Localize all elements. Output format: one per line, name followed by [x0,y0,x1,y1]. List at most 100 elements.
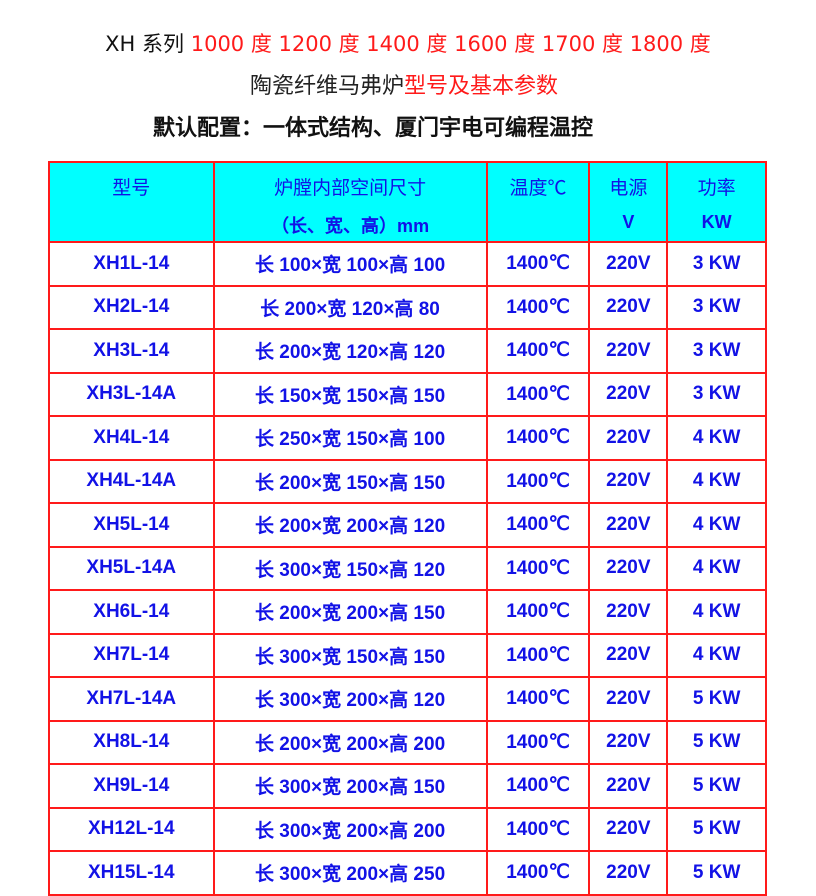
cell-chamber-size: 长 150×宽 150×高 150 [212,371,488,417]
cell-temperature: 1400℃ [485,371,591,417]
series-title: XH 系列 1000 度 1200 度 1400 度 1600 度 1700 度… [0,28,816,58]
cell-power: 3 KW [666,371,767,417]
table-row: XH7L-14A 长 300×宽 200×高 120 1400℃ 220V 5 KW [48,676,767,722]
cell-temperature: 1400℃ [485,589,591,635]
table-row: XH12L-14 长 300×宽 200×高 200 1400℃ 220V 5 KW [48,806,767,852]
table-row: XH9L-14 长 300×宽 200×高 150 1400℃ 220V 5 KW [48,763,767,809]
cell-power-supply: 220V [588,545,669,591]
cell-power-supply: 220V [588,632,669,678]
table-row: XH5L-14A 长 300×宽 150×高 120 1400℃ 220V 4 KW [48,545,767,591]
cell-power: 4 KW [666,502,767,548]
cell-power-supply: 220V [588,458,669,504]
table-row: XH3L-14A 长 150×宽 150×高 150 1400℃ 220V 3 KW [48,371,767,417]
cell-model: XH7L-14A [48,676,215,722]
cell-model: XH7L-14 [48,632,215,678]
cell-model: XH15L-14 [48,850,215,896]
table-row: XH1L-14 长 100×宽 100×高 100 1400℃ 220V 3 KW [48,241,767,287]
cell-model: XH2L-14 [48,284,215,330]
cell-chamber-size: 长 100×宽 100×高 100 [212,241,488,287]
cell-temperature: 1400℃ [485,676,591,722]
cell-power: 5 KW [666,719,767,765]
cell-power-supply: 220V [588,502,669,548]
cell-model: XH6L-14 [48,589,215,635]
cell-power-supply: 220V [588,850,669,896]
cell-chamber-size: 长 300×宽 200×高 200 [212,806,488,852]
cell-temperature: 1400℃ [485,458,591,504]
subtitle: 陶瓷纤维马弗炉型号及基本参数 [250,68,558,100]
table-row: XH6L-14 长 200×宽 200×高 150 1400℃ 220V 4 KW [48,589,767,635]
header-label: 炉膛内部空间尺寸 [274,178,427,199]
cell-power: 4 KW [666,632,767,678]
cell-chamber-size: 长 200×宽 200×高 150 [212,589,488,635]
cell-model: XH5L-14 [48,502,215,548]
header-unit: KW [701,212,732,232]
cell-power: 5 KW [666,850,767,896]
cell-model: XH1L-14 [48,241,215,287]
cell-temperature: 1400℃ [485,545,591,591]
cell-power-supply: 220V [588,284,669,330]
table-row: XH7L-14 长 300×宽 150×高 150 1400℃ 220V 4 KW [48,632,767,678]
cell-power: 3 KW [666,284,767,330]
cell-power: 3 KW [666,328,767,374]
cell-chamber-size: 长 200×宽 200×高 200 [212,719,488,765]
table-row: XH15L-14 长 300×宽 200×高 250 1400℃ 220V 5 KW [48,850,767,896]
series-prefix: XH 系列 [105,32,185,56]
cell-power: 4 KW [666,545,767,591]
cell-temperature: 1400℃ [485,850,591,896]
cell-power-supply: 220V [588,371,669,417]
table-row: XH8L-14 长 200×宽 200×高 200 1400℃ 220V 5 KW [48,719,767,765]
cell-power-supply: 220V [588,328,669,374]
header-unit: （长、宽、高）mm [271,216,430,236]
header-label: 温度℃ [509,178,567,199]
table-row: XH5L-14 长 200×宽 200×高 120 1400℃ 220V 4 KW [48,502,767,548]
cell-chamber-size: 长 200×宽 200×高 120 [212,502,488,548]
table-row: XH2L-14 长 200×宽 120×高 80 1400℃ 220V 3 KW [48,284,767,330]
cell-power: 5 KW [666,763,767,809]
cell-temperature: 1400℃ [485,763,591,809]
cell-power-supply: 220V [588,806,669,852]
cell-model: XH4L-14 [48,415,215,461]
header-model: 型号 [48,161,215,243]
cell-power: 4 KW [666,458,767,504]
header-row: 型号 炉膛内部空间尺寸 （长、宽、高）mm 温度℃ 电源 V 功率 KW [48,161,767,243]
cell-power: 5 KW [666,806,767,852]
cell-power-supply: 220V [588,676,669,722]
cell-power-supply: 220V [588,719,669,765]
cell-chamber-size: 长 300×宽 200×高 120 [212,676,488,722]
table-row: XH4L-14A 长 200×宽 150×高 150 1400℃ 220V 4 KW [48,458,767,504]
header-label: 电源 [609,178,648,199]
cell-model: XH9L-14 [48,763,215,809]
header-unit: V [622,212,635,232]
cell-chamber-size: 长 200×宽 150×高 150 [212,458,488,504]
series-temps: 1000 度 1200 度 1400 度 1600 度 1700 度 1800 … [190,32,711,56]
cell-power-supply: 220V [588,589,669,635]
cell-temperature: 1400℃ [485,806,591,852]
cell-model: XH4L-14A [48,458,215,504]
header-power: 功率 KW [666,161,767,243]
cell-power-supply: 220V [588,241,669,287]
cell-chamber-size: 长 200×宽 120×高 120 [212,328,488,374]
spec-table: 型号 炉膛内部空间尺寸 （长、宽、高）mm 温度℃ 电源 V 功率 KW XH1L-14 长 1… [48,161,767,896]
header-label: 型号 [112,178,151,199]
header-chamber-size: 炉膛内部空间尺寸 （长、宽、高）mm [212,161,488,243]
cell-chamber-size: 长 200×宽 120×高 80 [212,284,488,330]
cell-temperature: 1400℃ [485,719,591,765]
cell-model: XH5L-14A [48,545,215,591]
cell-temperature: 1400℃ [485,241,591,287]
subtitle-red: 型号及基本参数 [404,74,559,99]
cell-model: XH12L-14 [48,806,215,852]
cell-power: 5 KW [666,676,767,722]
cell-power: 4 KW [666,589,767,635]
cell-chamber-size: 长 300×宽 200×高 150 [212,763,488,809]
cell-power: 3 KW [666,241,767,287]
subtitle-black: 陶瓷纤维马弗炉 [250,74,405,99]
cell-power-supply: 220V [588,415,669,461]
cell-chamber-size: 长 300×宽 150×高 150 [212,632,488,678]
cell-temperature: 1400℃ [485,328,591,374]
cell-model: XH8L-14 [48,719,215,765]
cell-temperature: 1400℃ [485,284,591,330]
cell-chamber-size: 长 300×宽 150×高 120 [212,545,488,591]
cell-chamber-size: 长 250×宽 150×高 100 [212,415,488,461]
header-temperature: 温度℃ [485,161,591,243]
cell-power: 4 KW [666,415,767,461]
